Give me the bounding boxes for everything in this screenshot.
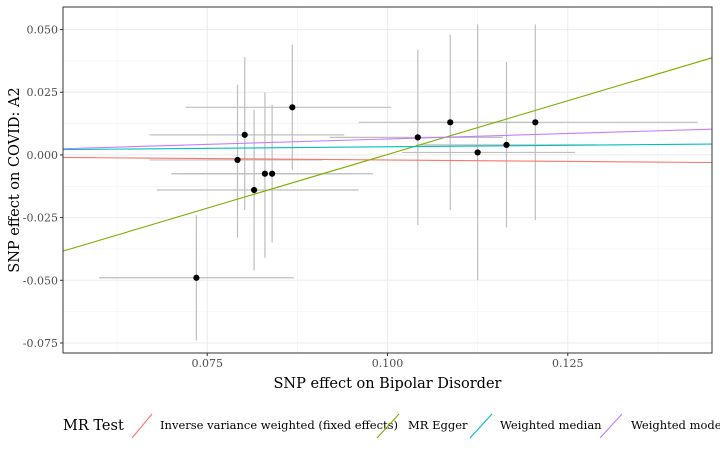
legend-key-weighted-mode (599, 413, 623, 439)
data-point (532, 119, 539, 126)
data-point (414, 134, 421, 141)
legend-key-mr-egger (376, 413, 400, 439)
x-tick-label: 0.125 (552, 357, 584, 370)
legend-label-weighted-mode: Weighted mode (631, 418, 720, 432)
y-tick-label: -0.025 (23, 212, 58, 225)
legend: MR Test Inverse variance weighted (fixed… (63, 413, 720, 439)
data-point (193, 274, 200, 281)
weighted-mode-line (62, 128, 713, 150)
y-tick-label: 0.050 (27, 24, 59, 37)
axis-ticks: 0.075 0.100 0.125 -0.075 -0.050 -0.025 0.000 0.… (23, 24, 584, 370)
data-point (447, 119, 454, 126)
x-tick-label: 0.075 (191, 357, 223, 370)
legend-label-ivw: Inverse variance weighted (fixed effects… (160, 418, 398, 432)
data-point (503, 141, 510, 148)
x-axis-title: SNP effect on Bipolar Disorder (274, 376, 502, 392)
data-point (234, 156, 241, 164)
legend-label-mr-egger: MR Egger (408, 418, 468, 432)
legend-label-weighted-median: Weighted median (500, 418, 602, 432)
data-point (250, 186, 258, 194)
y-tick-label: -0.075 (23, 337, 58, 350)
y-tick-label: 0.000 (27, 149, 59, 162)
data-point (269, 170, 276, 177)
data-point (241, 131, 248, 138)
x-tick-label: 0.100 (372, 357, 404, 370)
ivw-line (62, 156, 713, 164)
mr-egger-line (62, 57, 713, 252)
data-point (261, 170, 269, 177)
legend-title: MR Test (63, 418, 124, 434)
y-tick-label: 0.025 (27, 86, 59, 99)
data-points (193, 104, 539, 281)
legend-key-weighted-median (469, 413, 493, 439)
legend-key-ivw (131, 413, 153, 439)
weighted-median-line (62, 143, 713, 151)
y-tick-label: -0.050 (23, 274, 58, 287)
data-point (289, 104, 296, 111)
y-axis-title: SNP effect on COVID: A2 (7, 87, 23, 272)
data-point (474, 149, 481, 156)
regression-lines (62, 57, 713, 252)
